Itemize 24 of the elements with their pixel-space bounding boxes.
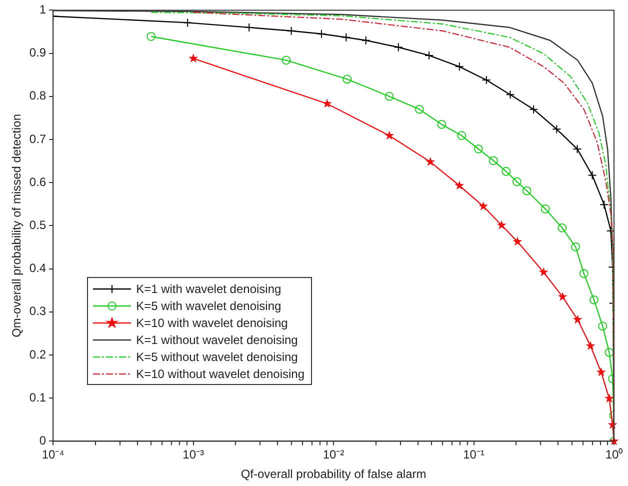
y-tick-label: 0 <box>39 434 46 448</box>
y-axis-title: Qm-overall probability of missed detection <box>10 114 24 338</box>
legend-label: K=1 with wavelet denoising <box>136 282 282 296</box>
x-tick-label: 10⁻¹ <box>463 448 484 462</box>
legend-label: K=10 with wavelet denoising <box>136 316 288 330</box>
legend-label: K=10 without wavelet denoising <box>136 366 305 381</box>
x-tick-label: 10⁻⁴ <box>42 448 64 462</box>
y-tick-label: 0.8 <box>29 88 46 103</box>
x-tick-label: 10⁻³ <box>182 448 204 462</box>
legend-label: K=1 without wavelet denoising <box>136 332 298 347</box>
y-tick-label: 1 <box>39 2 46 17</box>
y-tick-label: 0.6 <box>29 174 46 189</box>
x-axis-title: Qf-overall probability of false alarm <box>240 467 426 482</box>
y-tick-label: 0.9 <box>29 46 46 60</box>
y-tick-label: 0.4 <box>29 261 46 276</box>
y-tick-label: 0.3 <box>29 304 46 318</box>
y-tick-label: 0.1 <box>29 390 46 404</box>
x-tick-label: 10⁰ <box>605 448 623 462</box>
y-tick-label: 0.5 <box>29 218 46 232</box>
legend-label: K=5 with wavelet denoising <box>136 298 282 313</box>
legend-label: K=5 without wavelet denoising <box>136 350 298 364</box>
y-tick-label: 0.7 <box>29 132 46 146</box>
x-tick-label: 10⁻² <box>322 448 344 462</box>
y-tick-label: 0.2 <box>29 347 46 362</box>
